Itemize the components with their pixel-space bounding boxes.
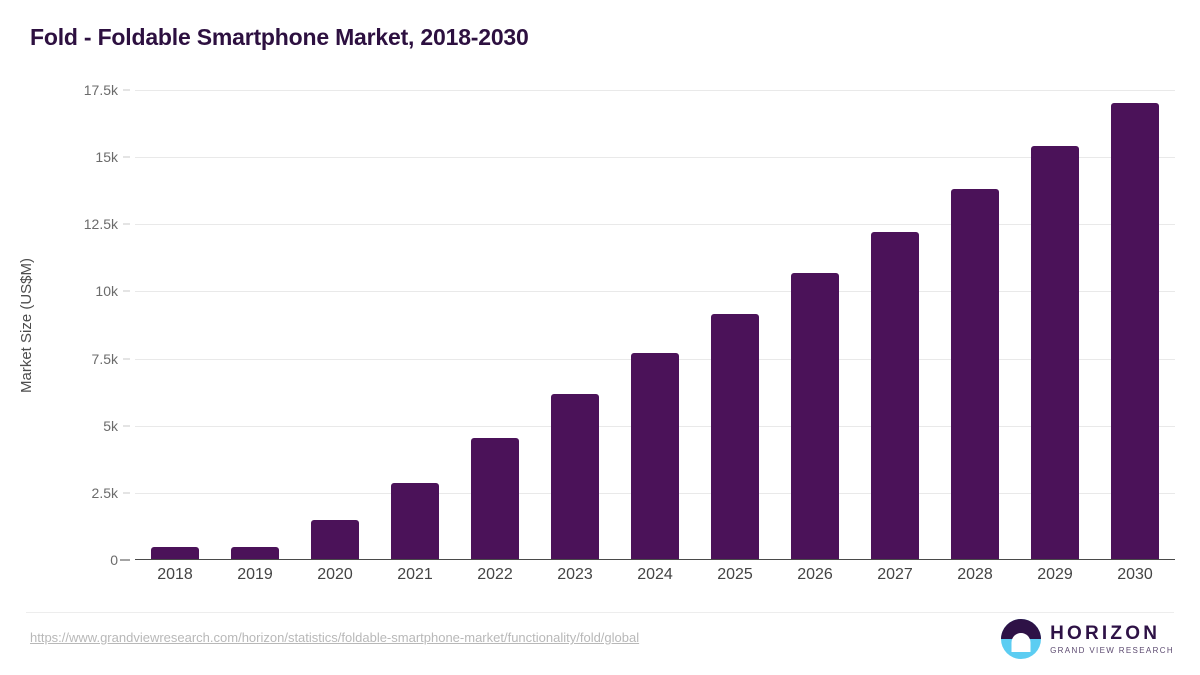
bar[interactable] xyxy=(871,232,919,560)
y-axis-ticks: 0 2.5k 5k 7.5k 10k 12.5k 15k 17.5k xyxy=(60,82,130,568)
y-tick-mark xyxy=(123,492,130,494)
x-tick-label: 2026 xyxy=(797,566,833,583)
logo-name: HORIZON xyxy=(1050,622,1161,644)
y-axis-title: Market Size (US$M) xyxy=(14,90,40,560)
x-tick-label: 2027 xyxy=(877,566,913,583)
x-tick-label: 2024 xyxy=(637,566,673,583)
bar[interactable] xyxy=(951,189,999,560)
x-tick-label: 2021 xyxy=(397,566,433,583)
logo-tagline: GRAND VIEW RESEARCH xyxy=(1050,645,1174,655)
x-tick-label: 2019 xyxy=(237,566,273,583)
bar[interactable] xyxy=(1031,146,1079,560)
x-tick-label: 2029 xyxy=(1037,566,1073,583)
y-tick-label: 0 xyxy=(110,552,118,568)
bar[interactable] xyxy=(1111,103,1159,560)
y-tick-mark xyxy=(123,358,130,360)
bar[interactable] xyxy=(311,519,359,560)
x-tick-label: 2020 xyxy=(317,566,353,583)
y-tick-label: 7.5k xyxy=(91,350,118,367)
y-tick-mark xyxy=(123,425,130,427)
bar[interactable] xyxy=(551,393,599,560)
gridline xyxy=(135,90,1175,91)
bar[interactable] xyxy=(631,353,679,560)
footer-divider xyxy=(26,612,1174,613)
gridline xyxy=(135,224,1175,226)
bar[interactable] xyxy=(391,483,439,560)
y-tick-mark xyxy=(123,156,130,158)
x-axis-ticks: 2018 2019 2020 2021 2022 2023 2024 2025 2026 2027… xyxy=(135,566,1175,594)
bar[interactable] xyxy=(151,547,199,560)
y-tick-label: 15k xyxy=(95,149,118,166)
y-axis-title-label: Market Size (US$M) xyxy=(18,257,36,393)
y-tick-mark xyxy=(120,559,130,561)
y-tick-mark xyxy=(123,223,130,225)
y-tick-label: 2.5k xyxy=(91,484,118,501)
y-tick-label: 12.5k xyxy=(83,216,118,233)
x-tick-label: 2022 xyxy=(477,566,513,583)
x-tick-label: 2018 xyxy=(157,566,193,583)
horizon-circle-icon xyxy=(1001,619,1042,659)
page-title: Fold - Foldable Smartphone Market, 2018-… xyxy=(30,24,529,50)
y-tick-mark xyxy=(123,290,130,292)
bar[interactable] xyxy=(791,272,839,560)
gridline xyxy=(135,157,1175,159)
source-url-link[interactable]: https://www.grandviewresearch.com/horizo… xyxy=(30,630,640,645)
x-tick-label: 2023 xyxy=(557,566,593,583)
bar[interactable] xyxy=(231,546,279,560)
x-tick-label: 2028 xyxy=(957,566,993,583)
bar[interactable] xyxy=(471,437,519,560)
bar-series xyxy=(135,90,1175,560)
x-tick-label: 2030 xyxy=(1117,566,1153,583)
bar[interactable] xyxy=(711,314,759,560)
y-tick-mark xyxy=(123,89,130,91)
x-axis-line xyxy=(135,558,1175,560)
y-tick-label: 17.5k xyxy=(83,82,118,98)
x-tick-label: 2025 xyxy=(717,566,753,583)
y-tick-label: 5k xyxy=(103,417,118,434)
horizon-logo[interactable]: HORIZON GRAND VIEW RESEARCH xyxy=(1001,618,1174,660)
y-tick-label: 10k xyxy=(95,283,118,300)
gridline xyxy=(135,291,1175,293)
plot-area xyxy=(135,90,1175,560)
